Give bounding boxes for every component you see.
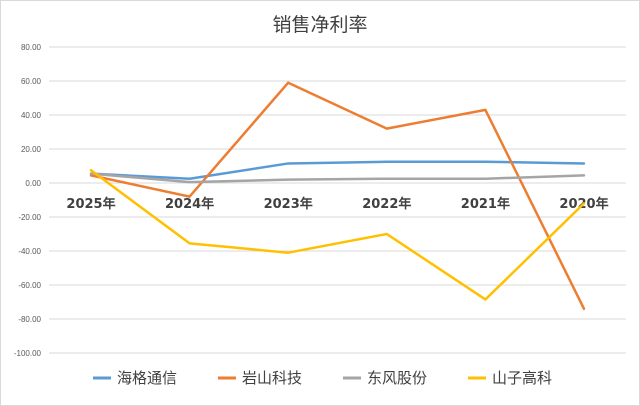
legend-label: 岩山科技: [242, 369, 302, 387]
series-lines: [89, 81, 586, 311]
x-tick-label: 2021年: [461, 196, 510, 212]
series-line: [89, 160, 586, 180]
y-axis-ticks: 80.00 60.00 40.00 20.00 0.00 -20.00 -40.00 -60.…: [14, 43, 42, 358]
legend: 海格通信 岩山科技 东风股份 山子高科: [93, 369, 552, 387]
y-tick-label: -20.00: [18, 213, 41, 222]
y-tick-label: 60.00: [21, 77, 42, 86]
series-line: [89, 81, 586, 311]
legend-label: 海格通信: [117, 369, 177, 387]
gridlines: [49, 46, 626, 354]
y-tick-label: -100.00: [14, 349, 42, 358]
legend-label: 东风股份: [367, 369, 427, 387]
legend-label: 山子高科: [492, 369, 552, 387]
series-line: [89, 172, 586, 184]
x-tick-label: 2023年: [264, 196, 313, 212]
y-tick-label: 40.00: [21, 111, 42, 120]
y-tick-label: -60.00: [18, 281, 41, 290]
series-line: [89, 169, 586, 301]
y-tick-label: -80.00: [18, 315, 41, 324]
x-axis-ticks: 2025年 2024年 2023年 2022年 2021年 2020年: [66, 196, 608, 212]
y-tick-label: 20.00: [21, 145, 42, 154]
x-tick-label: 2024年: [165, 196, 214, 212]
chart-title: 销售净利率: [272, 14, 367, 36]
y-tick-label: 0.00: [25, 179, 41, 188]
y-tick-label: -40.00: [18, 247, 41, 256]
y-tick-label: 80.00: [21, 43, 42, 52]
x-tick-label: 2025年: [66, 196, 115, 212]
x-tick-label: 2022年: [362, 196, 411, 212]
